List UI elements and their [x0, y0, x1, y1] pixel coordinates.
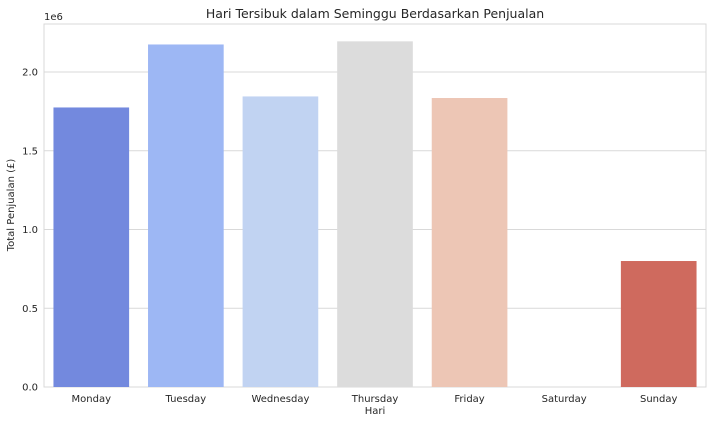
x-axis-label: Hari [365, 406, 386, 417]
x-tick-label: Tuesday [165, 394, 207, 405]
bar-friday [431, 98, 508, 387]
y-tick-label: 0.0 [22, 383, 38, 394]
x-tick-label: Friday [454, 394, 484, 405]
y-axis-offset-label: 1e6 [44, 12, 63, 23]
x-tick-label: Wednesday [251, 394, 309, 405]
bar-sunday [620, 261, 697, 387]
x-tick-label: Thursday [351, 394, 399, 405]
x-tick-label: Saturday [542, 394, 587, 405]
y-tick-label: 1.0 [22, 225, 38, 236]
x-tick-label: Sunday [640, 394, 677, 405]
tick-layer: 0.0 0.5 1.0 1.5 2.0 Monday Tuesday Wednesday Thu… [22, 68, 677, 405]
y-tick-label: 0.5 [22, 304, 38, 315]
x-tick-label: Monday [72, 394, 112, 405]
bar-layer [53, 41, 697, 388]
y-axis-label: Total Penjualan (£) [6, 159, 17, 253]
y-tick-label: 2.0 [22, 68, 38, 79]
bar-wednesday [242, 96, 319, 388]
chart-title: Hari Tersibuk dalam Seminggu Berdasarkan… [206, 6, 544, 21]
bar-tuesday [148, 44, 224, 387]
bar-thursday [337, 41, 413, 387]
y-tick-label: 1.5 [22, 146, 38, 157]
bar-monday [53, 107, 130, 388]
